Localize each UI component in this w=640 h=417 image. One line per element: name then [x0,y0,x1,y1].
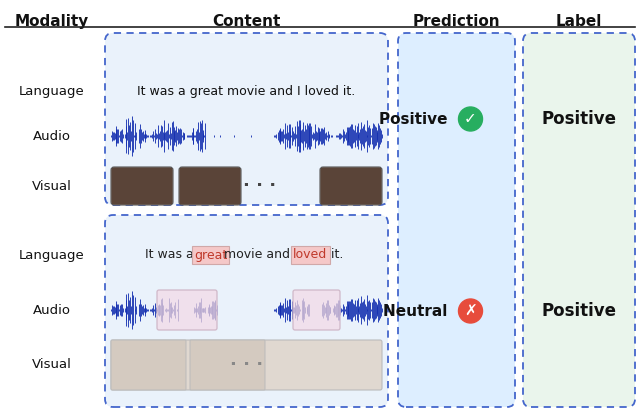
FancyBboxPatch shape [105,33,388,205]
Text: ✓: ✓ [464,111,477,126]
Text: Content: Content [212,14,281,29]
FancyBboxPatch shape [157,290,217,330]
Text: Modality: Modality [15,14,89,29]
Text: · · ·: · · · [243,177,276,195]
Text: Positive: Positive [541,110,616,128]
Text: Visual: Visual [32,179,72,193]
FancyBboxPatch shape [111,167,173,205]
FancyBboxPatch shape [112,168,172,204]
Text: Language: Language [19,85,85,98]
Text: Positive: Positive [541,302,616,320]
FancyBboxPatch shape [321,168,381,204]
Circle shape [458,299,483,323]
FancyBboxPatch shape [293,290,340,330]
FancyBboxPatch shape [180,168,240,204]
Text: It was a: It was a [145,249,198,261]
FancyBboxPatch shape [523,33,635,407]
FancyBboxPatch shape [111,340,382,390]
Text: Audio: Audio [33,130,71,143]
Text: great: great [194,249,227,261]
FancyBboxPatch shape [179,167,241,205]
Text: Prediction: Prediction [413,14,500,29]
FancyBboxPatch shape [111,340,186,390]
Circle shape [458,107,483,131]
Text: It was a great movie and I loved it.: It was a great movie and I loved it. [138,85,356,98]
Text: Audio: Audio [33,304,71,317]
Text: Language: Language [19,249,85,261]
FancyBboxPatch shape [190,340,265,390]
FancyBboxPatch shape [320,167,382,205]
FancyBboxPatch shape [398,33,515,407]
Text: Positive: Positive [379,111,452,126]
Text: · · ·: · · · [230,356,263,374]
Text: Label: Label [556,14,602,29]
Text: ✗: ✗ [464,304,477,319]
Text: Neutral: Neutral [383,304,452,319]
Text: loved: loved [293,249,328,261]
Text: movie and I: movie and I [220,249,301,261]
Text: Visual: Visual [32,359,72,372]
Text: it.: it. [327,249,344,261]
FancyBboxPatch shape [105,215,388,407]
